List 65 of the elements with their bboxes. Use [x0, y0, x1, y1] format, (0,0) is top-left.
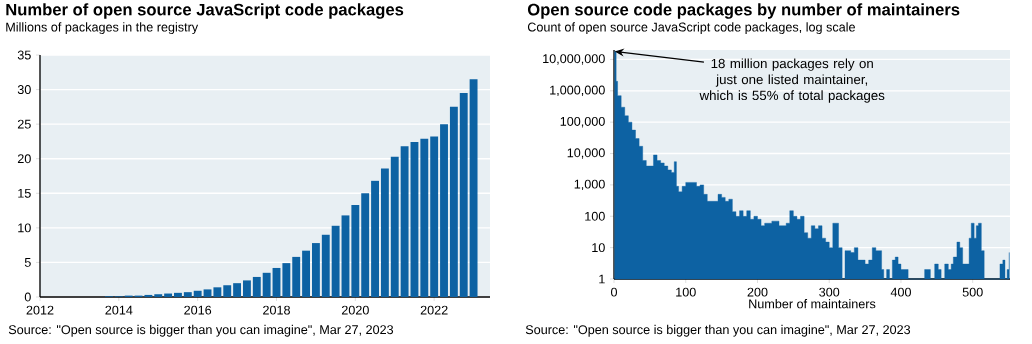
y-tick-label: 10 [592, 243, 605, 253]
bar [292, 256, 301, 297]
x-tick-label: 2020 [341, 305, 369, 315]
bar [144, 294, 153, 297]
bar [311, 243, 320, 297]
x-tick-label: 300 [819, 287, 840, 297]
bar [213, 287, 222, 297]
bar [380, 168, 389, 297]
y-tick-label: 30 [17, 85, 31, 95]
bar [331, 225, 340, 297]
x-tick-label: 200 [747, 287, 768, 297]
y-tick-label: 100,000 [560, 116, 605, 128]
bar [183, 292, 192, 297]
x-tick-label: 2014 [105, 305, 133, 315]
x-tick-label: 2016 [184, 305, 212, 315]
y-tick-label: 10,000 [567, 148, 605, 159]
y-tick-label: 20 [17, 154, 31, 164]
source-note: Source: "Open source is bigger than you can imagine", Mar 27, 2023 [525, 324, 911, 337]
bar [252, 276, 261, 297]
y-tick-label: 10,000,000 [543, 54, 605, 65]
bar [302, 250, 311, 297]
source-note: Source: "Open source is bigger than you can imagine", Mar 27, 2023 [8, 324, 394, 337]
y-tick-label: 5 [24, 258, 31, 267]
bar [321, 234, 330, 297]
y-tick-label: 1,000 [574, 179, 605, 191]
bar [361, 193, 370, 297]
y-tick-label: 15 [18, 188, 31, 198]
x-tick-label: 2022 [420, 305, 448, 315]
y-tick-label: 1,000,000 [550, 85, 605, 97]
x-tick-label: 2018 [263, 305, 290, 315]
y-tick-label: 100 [585, 211, 605, 221]
chart-title: Open source code packages by number of maintainers [527, 3, 960, 19]
x-tick-label: 2012 [26, 305, 54, 315]
bar [282, 263, 291, 297]
x-tick-label: 0 [611, 287, 618, 297]
x-tick-label: 400 [890, 287, 911, 297]
bar [351, 205, 360, 297]
y-tick-label: 25 [17, 119, 31, 129]
annotation: 18 million packages rely on just one listed maintainer, which is 55% of total packages [699, 58, 885, 103]
bar [371, 180, 379, 297]
chart-subtitle: Millions of packages in the registry [6, 22, 199, 35]
x-axis-title: Number of maintainers [749, 299, 876, 309]
y-tick-label: 1 [599, 274, 605, 284]
chart-subtitle: Count of open source JavaScript code packages, log scale [527, 22, 855, 35]
bar [430, 136, 439, 297]
bar [262, 272, 271, 297]
bar [459, 93, 468, 297]
bar [223, 285, 232, 297]
bar [440, 124, 448, 297]
bar [420, 138, 429, 297]
chart-title: Number of open source JavaScript code packages [6, 3, 404, 19]
x-tick-label: 100 [676, 287, 696, 297]
bar [390, 156, 399, 297]
bar [400, 146, 409, 297]
bar [233, 283, 242, 297]
bar [154, 294, 163, 297]
bar [174, 292, 182, 297]
bar [449, 106, 458, 297]
y-tick-label: 10 [18, 223, 31, 233]
bar [469, 79, 478, 297]
y-tick-label: 35 [17, 50, 31, 60]
x-tick-label: 500 [962, 287, 983, 297]
bar [203, 289, 212, 297]
bar [193, 290, 202, 297]
bar [242, 280, 251, 297]
